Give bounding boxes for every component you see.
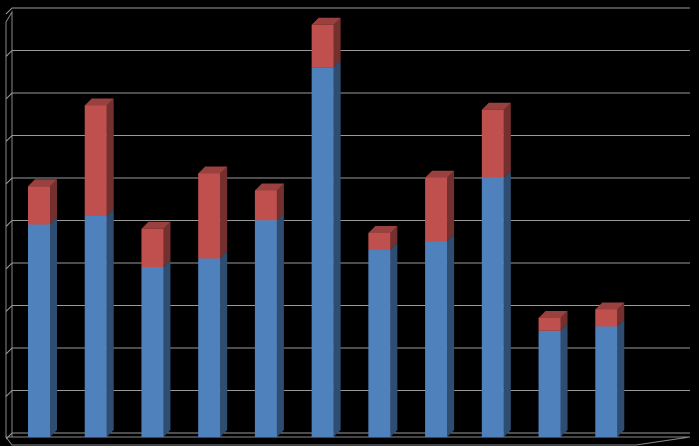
grid-line	[5, 177, 690, 185]
bar-side	[220, 166, 228, 259]
grid-line	[5, 347, 690, 355]
bar-side	[390, 226, 398, 250]
bar-top	[311, 17, 341, 25]
bar-side	[163, 260, 171, 437]
bar	[481, 109, 504, 178]
bar	[254, 220, 277, 437]
grid-line	[5, 305, 690, 312]
bar-top	[254, 183, 284, 191]
bar-side	[276, 213, 284, 437]
grid-line	[5, 390, 690, 397]
bar-side	[50, 217, 57, 437]
bar-side	[106, 98, 114, 216]
bar-side	[503, 102, 511, 178]
bar-side	[163, 221, 171, 267]
bar-side	[276, 183, 284, 221]
bar-side	[560, 323, 568, 437]
bar-side	[333, 17, 341, 68]
bar	[368, 250, 391, 437]
bar-top	[538, 311, 568, 318]
grid-line	[5, 135, 690, 142]
bar-top	[141, 221, 171, 229]
bar-side	[560, 311, 568, 331]
bar	[595, 326, 618, 437]
bar	[198, 173, 221, 259]
bar	[28, 224, 50, 437]
grid-line	[5, 92, 690, 100]
floor	[5, 436, 691, 446]
bar-top	[198, 166, 228, 174]
bar-side	[50, 179, 57, 225]
grid-line	[5, 220, 690, 227]
bar	[311, 67, 334, 437]
bar-side	[106, 209, 114, 437]
grid-line	[5, 7, 690, 15]
grid-line	[5, 262, 690, 270]
bar	[481, 177, 504, 437]
bar-top	[481, 102, 511, 110]
bar	[425, 241, 448, 437]
bar	[84, 105, 107, 216]
bar-side	[390, 243, 398, 437]
bar	[538, 318, 561, 331]
bar-top	[368, 226, 398, 233]
bar	[141, 267, 164, 437]
bar-top	[595, 302, 625, 310]
bar-top	[28, 179, 57, 187]
bar	[254, 190, 277, 221]
bar-side	[447, 170, 455, 242]
bar-side	[617, 319, 625, 437]
bar	[141, 228, 164, 267]
bar	[425, 177, 448, 242]
bar-side	[220, 251, 228, 437]
bar-side	[333, 60, 341, 437]
grid-line	[5, 50, 690, 57]
bar	[368, 233, 391, 250]
bar	[198, 258, 221, 437]
bar	[595, 309, 618, 327]
bar	[311, 24, 334, 68]
bar	[28, 186, 50, 225]
bar-side	[503, 170, 511, 437]
bar	[84, 216, 107, 437]
bar-top	[84, 98, 114, 106]
bar-side	[617, 302, 625, 327]
bar-top	[425, 170, 455, 178]
bar-side	[447, 234, 455, 437]
bar	[538, 330, 561, 437]
grid-line	[5, 432, 690, 440]
